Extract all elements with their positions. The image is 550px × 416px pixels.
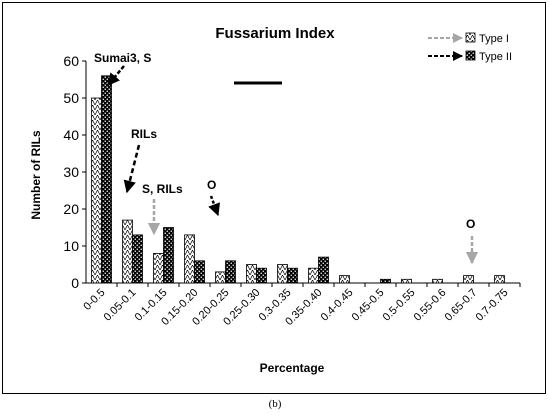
annotation-o-2: O bbox=[466, 217, 475, 231]
bar-type2 bbox=[256, 267, 267, 284]
annotation-sumai3: Sumai3, S bbox=[94, 51, 151, 65]
bar-type2 bbox=[318, 256, 329, 284]
bars bbox=[91, 75, 505, 284]
bar-type1 bbox=[184, 234, 195, 284]
bar-type1 bbox=[401, 278, 412, 284]
bar-type2 bbox=[101, 75, 112, 284]
bar-type1 bbox=[153, 252, 164, 284]
annotation-o-1-arrow bbox=[208, 195, 220, 217]
y-tick-label: 50 bbox=[63, 90, 79, 106]
y-tick-label: 20 bbox=[63, 201, 79, 217]
y-tick-label: 30 bbox=[63, 164, 79, 180]
annotation-sumai3-arrow bbox=[107, 65, 125, 86]
chart-title: Fussarium Index bbox=[215, 25, 335, 42]
y-tick-label: 10 bbox=[63, 238, 79, 254]
figure-caption: (b) bbox=[268, 398, 282, 410]
bar-type2 bbox=[380, 278, 391, 284]
x-tick-label: 0.65-0.7 bbox=[443, 287, 480, 324]
x-tick-label: 0.55-0.6 bbox=[412, 287, 449, 324]
bar-type2 bbox=[132, 234, 143, 284]
bar-type1 bbox=[308, 267, 319, 284]
legend-type1-swatch bbox=[465, 32, 476, 43]
x-tick-label: 0.4-0.45 bbox=[319, 287, 356, 324]
x-tick-label: 0.7-0.75 bbox=[474, 287, 511, 324]
bar-type2 bbox=[194, 260, 205, 284]
x-axis-label: Percentage bbox=[260, 361, 325, 375]
bar-type2 bbox=[287, 267, 298, 284]
legend-type1-label: Type I bbox=[479, 33, 509, 45]
y-tick-label: 0 bbox=[71, 275, 79, 291]
annotation-o-1: O bbox=[207, 178, 216, 192]
bar-chart: Fussarium Index Number of RILs Percentag… bbox=[29, 25, 521, 375]
x-tick-label: 0.5-0.55 bbox=[381, 287, 418, 324]
bar-type1 bbox=[91, 97, 102, 284]
legend-type2-swatch bbox=[465, 50, 476, 61]
annotations: Sumai3, S RILs S, RILs O O bbox=[94, 51, 479, 265]
bar-type1 bbox=[277, 264, 288, 284]
legend: Type I Type II bbox=[428, 32, 512, 63]
bar-type1 bbox=[215, 271, 226, 284]
y-axis-label: Number of RILs bbox=[29, 130, 43, 220]
bar-type1 bbox=[122, 219, 133, 284]
x-tick-label: 0.05-0.1 bbox=[102, 287, 139, 324]
annotation-s-rils: S, RILs bbox=[142, 182, 183, 196]
bar-type1 bbox=[339, 275, 350, 284]
y-tick-label: 60 bbox=[63, 53, 79, 69]
bar-type2 bbox=[225, 260, 236, 284]
legend-type2-label: Type II bbox=[479, 51, 512, 63]
x-tick-label: 0.45-0.5 bbox=[350, 287, 387, 324]
annotation-rils-arrow bbox=[123, 144, 141, 194]
chart-frame bbox=[2, 2, 546, 394]
annotation-rils: RILs bbox=[131, 127, 157, 141]
y-tick-label: 40 bbox=[63, 127, 79, 143]
bar-type1 bbox=[246, 264, 257, 284]
bar-type1 bbox=[494, 275, 505, 284]
x-tick-labels: 0-0.50.05-0.10.1-0.150.15-0.200.20-0.250… bbox=[81, 283, 521, 328]
bar-type1 bbox=[463, 275, 474, 284]
bar-type1 bbox=[432, 278, 443, 284]
bar-type2 bbox=[163, 227, 174, 284]
x-tick-label: 0-0.5 bbox=[81, 287, 107, 313]
